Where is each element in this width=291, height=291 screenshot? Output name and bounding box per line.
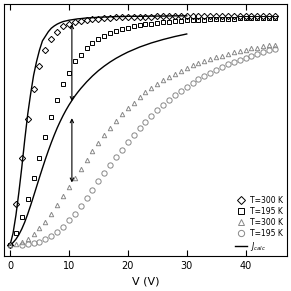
Legend: T=300 K, T=195 K, T=300 K, T=195 K, $J_{calc}$: T=300 K, T=195 K, T=300 K, T=195 K, $J_{… [234, 194, 285, 254]
X-axis label: V (V): V (V) [132, 277, 159, 287]
